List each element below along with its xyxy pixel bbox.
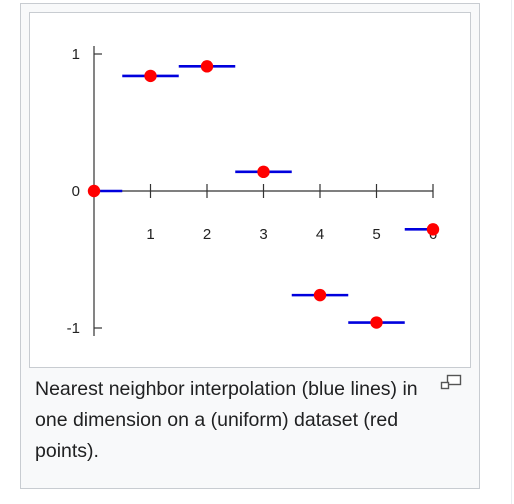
image-caption: Nearest neighbor interpolation (blue lin… xyxy=(35,378,418,462)
chart-image[interactable]: 12345610-1 xyxy=(29,12,471,368)
magnify-clip-icon[interactable] xyxy=(440,374,462,392)
y-tick-label-1: 1 xyxy=(72,46,80,63)
x-tick-label-3: 3 xyxy=(259,226,267,243)
y-tick-label--1: -1 xyxy=(67,320,80,337)
content-edge xyxy=(511,0,512,504)
data-point-4 xyxy=(313,288,327,302)
x-tick-label-4: 4 xyxy=(316,226,324,243)
data-point-0 xyxy=(87,184,101,198)
data-point-3 xyxy=(257,165,270,179)
nearest-neighbor-chart: 12345610-1 xyxy=(67,46,440,337)
x-tick-label-5: 5 xyxy=(372,226,380,243)
data-point-2 xyxy=(200,60,214,73)
data-point-5 xyxy=(370,316,383,329)
x-tick-label-1: 1 xyxy=(146,226,154,243)
y-tick-label-0: 0 xyxy=(72,183,80,200)
x-tick-label-2: 2 xyxy=(203,226,211,243)
data-point-1 xyxy=(144,69,157,83)
data-point-6 xyxy=(426,223,440,236)
image-thumbnail: 12345610-1 Nearest neighbor interpolatio… xyxy=(20,3,480,489)
